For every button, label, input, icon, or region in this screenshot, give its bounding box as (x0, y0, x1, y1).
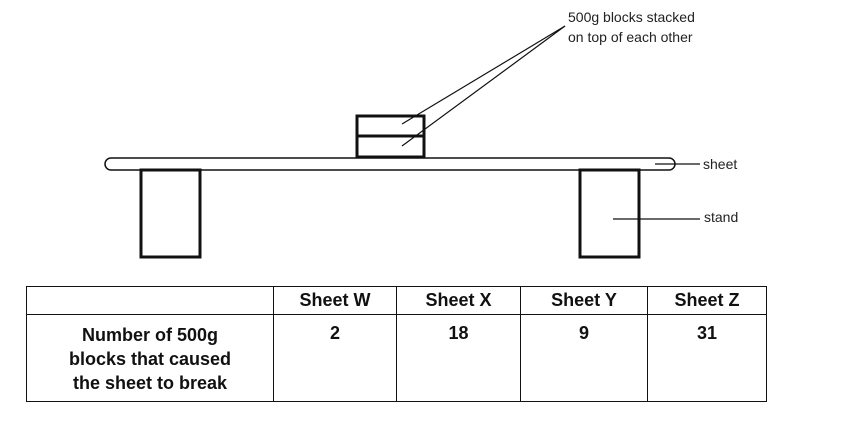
value-sheet-z: 31 (647, 314, 767, 402)
value-sheet-x: 18 (396, 314, 521, 402)
blocks-label-line1: 500g blocks stacked (568, 9, 695, 25)
row-label-line3: the sheet to break (72, 373, 228, 393)
header-cell-empty (26, 286, 274, 315)
table-header-row: Sheet W Sheet X Sheet Y Sheet Z (26, 286, 767, 315)
header-sheet-z: Sheet Z (647, 286, 767, 315)
blocks-leader-line-top (401, 25, 566, 125)
value-sheet-w: 2 (273, 314, 397, 402)
header-sheet-w: Sheet W (273, 286, 397, 315)
header-sheet-y: Sheet Y (520, 286, 648, 315)
block-top (355, 114, 426, 138)
value-sheet-y: 9 (520, 314, 648, 402)
left-stand (139, 168, 202, 259)
sheet-plank (104, 157, 676, 171)
experiment-diagram: 500g blocks stacked on top of each other… (104, 9, 738, 259)
block-bottom (355, 134, 426, 159)
row-label-line2: blocks that caused (68, 349, 232, 369)
header-sheet-x: Sheet X (396, 286, 521, 315)
blocks-label-line2: on top of each other (568, 29, 693, 45)
row-label-line1: Number of 500g (81, 325, 219, 345)
results-table: Sheet W Sheet X Sheet Y Sheet Z Number o… (26, 286, 767, 402)
right-stand (578, 168, 641, 259)
stand-label: stand (704, 209, 738, 225)
table-row: Number of 500g blocks that caused the sh… (26, 314, 767, 402)
row-label: Number of 500g blocks that caused the sh… (26, 314, 274, 402)
blocks-leader-line-bottom (401, 25, 566, 147)
sheet-label: sheet (703, 156, 737, 172)
